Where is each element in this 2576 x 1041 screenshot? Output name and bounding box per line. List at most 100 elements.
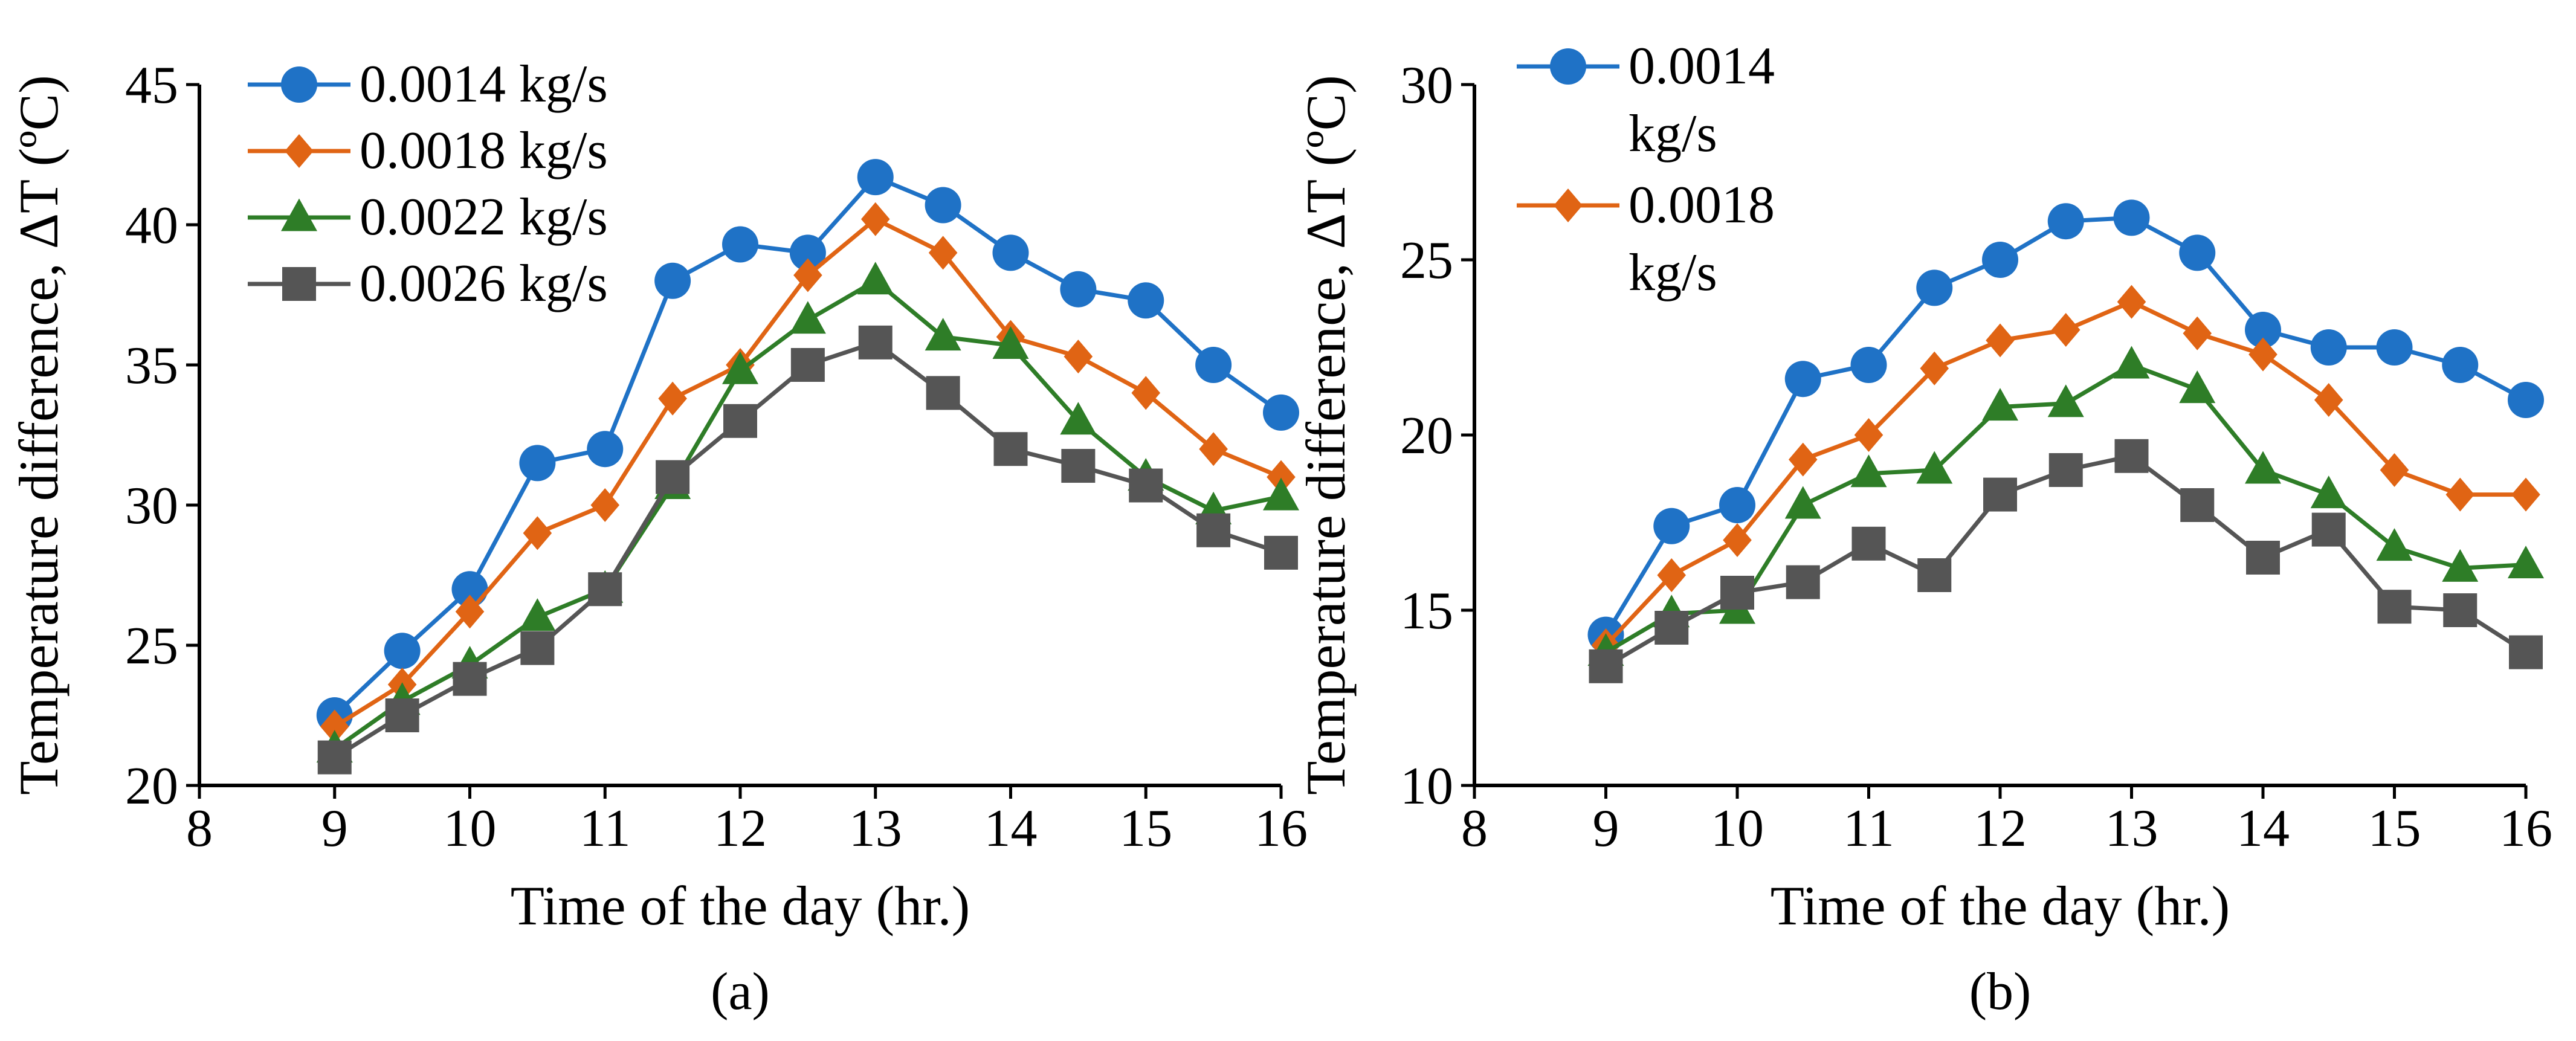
marker-triangle xyxy=(519,598,556,631)
series-0-0026-kg-s xyxy=(1589,439,2543,683)
x-tick-label: 12 xyxy=(714,799,767,858)
marker-diamond xyxy=(2051,313,2080,347)
marker-circle xyxy=(1128,282,1164,319)
series-0-0026-kg-s xyxy=(317,325,1298,775)
legend-label: 0.0026 kg/s xyxy=(360,254,608,313)
marker-diamond xyxy=(2314,383,2343,417)
marker-diamond xyxy=(1267,460,1296,494)
marker-circle xyxy=(857,159,894,196)
marker-diamond xyxy=(2248,337,2277,372)
series-0-0018-kg-s xyxy=(1591,285,2540,662)
legend-label: 0.0018 kg/s xyxy=(360,121,608,180)
marker-square xyxy=(1983,477,2017,512)
x-tick-label: 10 xyxy=(1711,799,1764,858)
x-tick-label: 11 xyxy=(579,799,631,858)
legend-label: 0.0022 kg/s xyxy=(360,188,608,247)
marker-circle xyxy=(992,234,1029,271)
marker-diamond xyxy=(928,236,958,270)
marker-square xyxy=(2114,439,2149,473)
marker-square xyxy=(1061,449,1096,483)
legend-item: 0.0014 kg/s xyxy=(248,55,608,114)
marker-triangle xyxy=(2047,384,2084,417)
legend-label: 0.0014 xyxy=(1629,37,1775,95)
marker-triangle xyxy=(857,262,894,295)
marker-triangle xyxy=(1263,477,1299,511)
marker-triangle xyxy=(2310,475,2347,509)
x-tick-label: 9 xyxy=(321,799,348,858)
y-tick-label: 20 xyxy=(125,757,178,816)
marker-square xyxy=(858,325,893,359)
series-line xyxy=(1604,454,2527,668)
marker-circle xyxy=(2047,203,2084,240)
y-tick-label: 15 xyxy=(1400,582,1453,640)
marker-square xyxy=(2377,590,2412,624)
marker-square xyxy=(993,432,1028,466)
marker-diamond xyxy=(320,709,349,744)
marker-triangle xyxy=(2113,346,2150,379)
y-tick-label: 30 xyxy=(1400,56,1453,115)
marker-circle xyxy=(587,431,624,468)
marker-square xyxy=(453,662,487,696)
marker-triangle xyxy=(789,301,826,334)
marker-square xyxy=(790,348,825,382)
x-tick-label: 15 xyxy=(1119,799,1172,858)
x-tick-label: 12 xyxy=(1974,799,2027,858)
x-tick-label: 8 xyxy=(1461,799,1488,858)
marker-diamond xyxy=(1986,323,2015,358)
marker-square xyxy=(1786,565,1820,599)
marker-diamond xyxy=(1131,376,1161,410)
marker-square xyxy=(1654,611,1689,645)
marker-diamond xyxy=(590,488,620,522)
marker-square xyxy=(588,572,622,607)
chart-panel-b: 8 9 10 11 12 13 14 15 16 10 15 20 25 30 Time of the da… xyxy=(1295,37,2552,1021)
marker-diamond xyxy=(1064,340,1093,374)
marker-triangle xyxy=(1784,486,1821,519)
marker-diamond xyxy=(523,516,552,550)
marker-square xyxy=(1264,535,1298,570)
legend-label: 0.0014 kg/s xyxy=(360,55,608,114)
marker-circle xyxy=(281,66,317,103)
x-tick-label: 16 xyxy=(1254,799,1308,858)
marker-square xyxy=(2509,635,2543,669)
x-tick-label: 9 xyxy=(1593,799,1619,858)
marker-square xyxy=(1589,649,1623,683)
legend-item: 0.0018 kg/s xyxy=(248,121,608,180)
panel-label: (a) xyxy=(711,962,770,1021)
marker-triangle xyxy=(1916,451,1953,484)
legend-label: kg/s xyxy=(1629,243,1717,302)
x-tick-label: 10 xyxy=(444,799,497,858)
y-tick-label: 35 xyxy=(125,337,178,395)
x-tick-label: 11 xyxy=(1843,799,1894,858)
marker-diamond xyxy=(1854,418,1884,452)
y-tick-label: 30 xyxy=(125,477,178,535)
marker-circle xyxy=(1982,242,2018,278)
marker-diamond xyxy=(2380,453,2409,487)
marker-diamond xyxy=(455,595,485,629)
marker-diamond xyxy=(2511,477,2540,512)
legend-item: 0.0022 kg/s xyxy=(248,188,608,247)
y-axis-title: Temperature difference, ΔT (ºC) xyxy=(1295,75,1357,795)
marker-square xyxy=(282,267,316,301)
x-tick-label: 13 xyxy=(849,799,902,858)
marker-diamond xyxy=(2445,477,2475,512)
marker-diamond xyxy=(1657,558,1687,592)
x-axis-title: Time of the day (hr.) xyxy=(1771,875,2230,936)
x-tick-label: 14 xyxy=(2236,799,2290,858)
marker-square xyxy=(2443,593,2478,627)
marker-triangle xyxy=(2376,528,2413,561)
y-tick-label: 25 xyxy=(125,617,178,675)
marker-square xyxy=(926,376,960,410)
legend: 0.0014 kg/s 0.0018 kg/s 0.0022 kg/s 0.0026 … xyxy=(248,55,608,313)
series-0-0018-kg-s xyxy=(320,202,1296,744)
marker-triangle xyxy=(2442,549,2479,582)
marker-triangle xyxy=(1850,454,1887,488)
marker-diamond xyxy=(1920,351,1949,385)
marker-triangle xyxy=(1982,388,2018,421)
marker-circle xyxy=(2245,312,2281,348)
marker-circle xyxy=(1195,347,1232,383)
legend-label: kg/s xyxy=(1629,105,1717,163)
marker-circle xyxy=(2113,199,2150,236)
y-tick-label: 40 xyxy=(125,196,178,255)
y-tick-label: 45 xyxy=(125,56,178,115)
marker-square xyxy=(317,740,352,775)
